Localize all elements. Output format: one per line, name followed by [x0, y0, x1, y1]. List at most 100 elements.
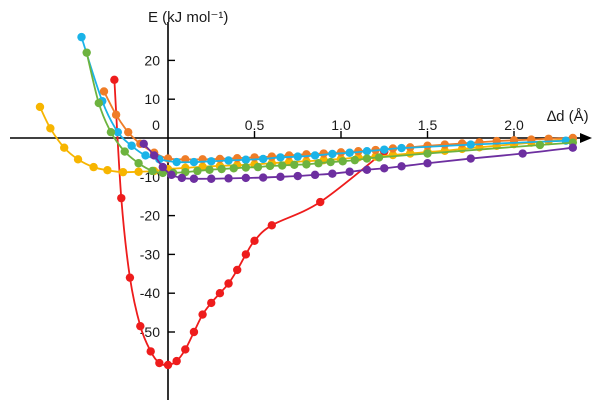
- data-point: [94, 98, 104, 108]
- data-point: [362, 165, 372, 175]
- data-point: [241, 163, 251, 172]
- data-point: [310, 170, 320, 180]
- x-tick-label: 1.0: [331, 117, 351, 133]
- data-point: [241, 250, 251, 259]
- data-point: [35, 102, 45, 112]
- data-point: [258, 173, 268, 182]
- y-tick-label: -50: [140, 324, 160, 340]
- data-point: [149, 151, 159, 160]
- data-point: [345, 167, 354, 176]
- series-layer: [35, 32, 578, 370]
- data-point: [189, 327, 199, 337]
- data-point: [326, 157, 335, 167]
- data-point: [217, 164, 226, 174]
- data-point: [290, 160, 299, 169]
- data-point: [111, 110, 121, 119]
- data-point: [158, 168, 168, 178]
- data-point: [82, 48, 91, 57]
- data-point: [189, 174, 199, 183]
- data-point: [224, 174, 233, 183]
- data-point: [77, 32, 86, 42]
- data-point: [241, 155, 251, 164]
- data-point: [241, 173, 251, 183]
- data-point: [198, 310, 207, 319]
- x-axis-arrowhead: [580, 133, 592, 143]
- data-point: [141, 151, 150, 160]
- data-point: [120, 147, 129, 156]
- data-point: [397, 162, 406, 171]
- data-point: [127, 141, 136, 150]
- data-point: [46, 124, 55, 133]
- data-point: [267, 221, 276, 230]
- data-point: [146, 347, 155, 356]
- series-line: [143, 143, 573, 180]
- data-point: [314, 159, 323, 168]
- data-point: [134, 167, 143, 176]
- data-point: [380, 145, 389, 154]
- data-point: [265, 161, 275, 171]
- data-point: [207, 174, 216, 183]
- data-point: [293, 171, 302, 181]
- y-tick-label: -40: [140, 285, 160, 301]
- data-point: [302, 160, 311, 169]
- data-point: [224, 156, 233, 165]
- data-point: [466, 140, 475, 149]
- data-point: [338, 157, 347, 166]
- data-point: [345, 148, 354, 157]
- data-point: [568, 143, 578, 152]
- data-point: [250, 236, 259, 246]
- data-point: [172, 356, 181, 366]
- data-point: [277, 161, 287, 170]
- data-point: [172, 157, 181, 167]
- data-point: [125, 273, 135, 282]
- data-point: [117, 193, 126, 203]
- data-point: [189, 157, 199, 167]
- data-point: [310, 151, 320, 160]
- data-point: [177, 173, 187, 183]
- data-point: [423, 141, 432, 150]
- data-point: [423, 149, 432, 158]
- data-point: [73, 155, 83, 164]
- data-point: [423, 159, 432, 168]
- data-point: [380, 164, 389, 173]
- data-point: [374, 153, 384, 162]
- data-point: [205, 165, 214, 175]
- x-tick-label: 0: [152, 117, 160, 133]
- data-point: [466, 154, 475, 163]
- data-point: [163, 360, 173, 370]
- series-1: [110, 75, 389, 370]
- data-point: [155, 358, 164, 368]
- data-point: [293, 152, 302, 161]
- data-point: [113, 127, 123, 137]
- data-point: [229, 164, 238, 173]
- data-point: [158, 162, 168, 172]
- data-point: [118, 167, 128, 177]
- x-tick-label: 0.5: [245, 117, 265, 133]
- data-point: [362, 146, 372, 156]
- data-point: [136, 321, 145, 331]
- data-point: [336, 148, 346, 157]
- data-point: [535, 140, 545, 150]
- y-tick-label: 10: [144, 91, 160, 107]
- data-point: [134, 159, 143, 168]
- data-point: [397, 143, 406, 153]
- data-point: [215, 289, 225, 298]
- data-point: [167, 170, 176, 180]
- data-point: [207, 157, 216, 166]
- x-axis-title: ∆d (Å): [547, 108, 589, 125]
- data-point: [316, 197, 325, 207]
- data-point: [328, 149, 337, 159]
- data-point: [440, 140, 449, 149]
- data-point: [457, 139, 467, 148]
- data-point: [224, 279, 233, 288]
- data-point: [207, 298, 216, 308]
- data-point: [193, 166, 202, 176]
- data-point: [89, 162, 98, 172]
- data-point: [276, 153, 285, 162]
- y-tick-label: -30: [140, 246, 160, 262]
- data-point: [110, 75, 119, 85]
